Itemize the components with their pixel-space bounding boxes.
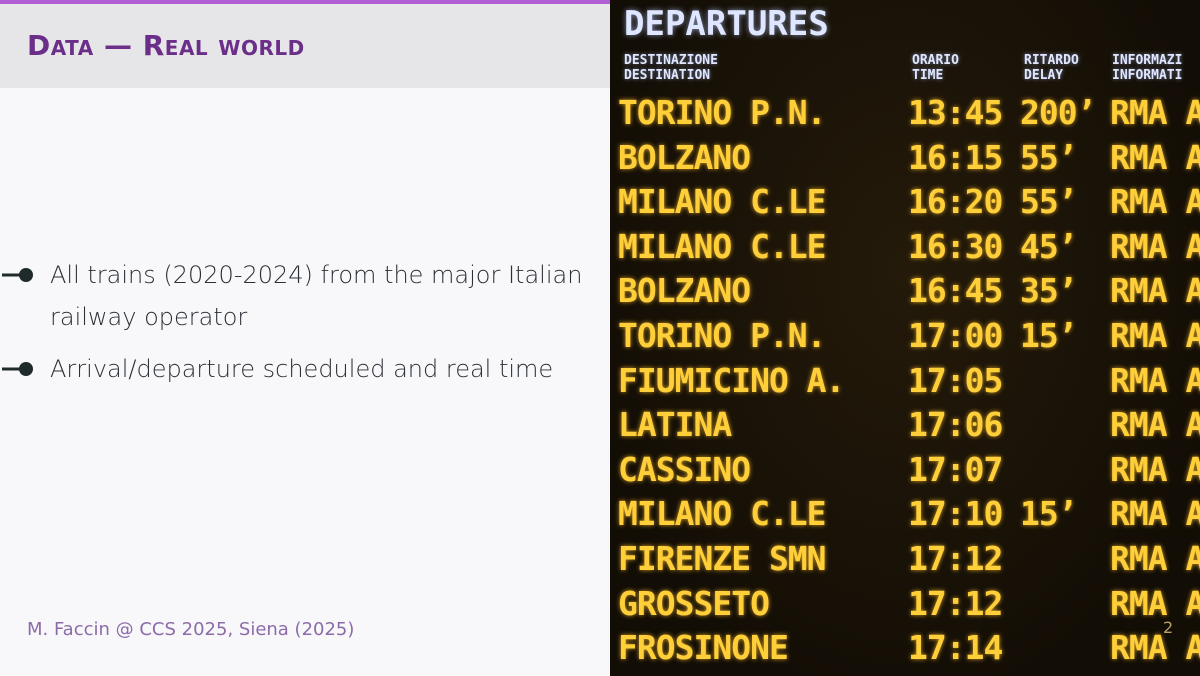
departure-row: TORINO P.N. 17:00 15’ RMA A — [610, 314, 1200, 358]
slide-header: Data — Real world — [0, 4, 610, 88]
bullet-text: Arrival/departure scheduled and real tim… — [50, 355, 554, 383]
top-accent-bar — [0, 0, 610, 4]
time-cell: 17:00 — [908, 316, 1003, 355]
destination-cell: MILANO C.LE — [618, 494, 827, 534]
destination-cell: GROSSETO — [618, 583, 770, 623]
info-cell: RMA A — [1110, 137, 1200, 177]
destination-cell: TORINO P.N. — [618, 316, 827, 355]
departure-row: LATINA 17:06 RMA A — [610, 403, 1200, 447]
info-cell: RMA A — [1110, 583, 1200, 623]
bullet-text: All trains (2020-2024) from the major It… — [50, 261, 583, 331]
info-cell: RMA A — [1110, 360, 1200, 400]
info-cell: RMA A — [1110, 316, 1200, 355]
header-delay: RITARDO DELAY — [1024, 53, 1079, 83]
delay-cell: 55’ — [1020, 137, 1078, 177]
delay-cell: 35’ — [1020, 271, 1078, 311]
page-number: 2 — [1163, 618, 1174, 637]
destination-cell: BOLZANO — [618, 137, 751, 177]
time-cell: 17:12 — [908, 539, 1003, 578]
delay-cell: 55’ — [1020, 182, 1078, 222]
info-cell: RMA A — [1110, 628, 1200, 668]
info-cell: RMA A — [1110, 93, 1200, 132]
time-cell: 16:45 — [908, 271, 1003, 311]
time-cell: 16:20 — [908, 182, 1003, 222]
bullet-list: All trains (2020-2024) from the major It… — [0, 254, 600, 400]
header-time: ORARIO TIME — [912, 53, 959, 83]
destination-cell: FIUMICINO A. — [618, 360, 845, 400]
destination-cell: FROSINONE — [618, 628, 789, 668]
destination-cell: TORINO P.N. — [618, 93, 827, 132]
time-cell: 17:12 — [908, 583, 1003, 623]
time-cell: 17:06 — [908, 405, 1003, 445]
departure-row: BOLZANO 16:15 55’ RMA A — [610, 136, 1200, 180]
board-title: DEPARTURES — [624, 4, 829, 44]
departure-row: MILANO C.LE 17:10 15’ RMA A — [610, 492, 1200, 536]
footer-citation: M. Faccin @ CCS 2025, Siena (2025) — [27, 619, 355, 640]
bullet-marker-icon — [2, 362, 33, 376]
info-cell: RMA A — [1110, 226, 1200, 266]
destination-cell: MILANO C.LE — [618, 182, 827, 222]
bullet-item: Arrival/departure scheduled and real tim… — [0, 348, 600, 390]
info-cell: RMA A — [1110, 182, 1200, 222]
header-info: INFORMAZI INFORMATI — [1112, 53, 1183, 83]
destination-cell: MILANO C.LE — [618, 226, 827, 266]
time-cell: 17:05 — [908, 360, 1003, 400]
delay-cell: 200’ — [1020, 93, 1096, 132]
departure-row: BOLZANO 16:45 35’ RMA A — [610, 269, 1200, 313]
departure-row: GROSSETO 17:12 RMA A — [610, 582, 1200, 626]
info-cell: RMA A — [1110, 405, 1200, 445]
departure-row: FROSINONE 17:14 RMA A — [610, 626, 1200, 670]
bullet-marker-icon — [2, 268, 33, 282]
departure-row: MILANO C.LE 16:20 55’ RMA A — [610, 180, 1200, 224]
destination-cell: FIRENZE SMN — [618, 539, 827, 578]
delay-cell: 15’ — [1020, 316, 1078, 355]
slide-title: Data — Real world — [27, 29, 305, 62]
departure-row: CASSINO 17:07 RMA A — [610, 448, 1200, 492]
info-cell: RMA A — [1110, 494, 1200, 534]
destination-cell: BOLZANO — [618, 271, 751, 311]
departure-row: MILANO C.LE 16:30 45’ RMA A — [610, 225, 1200, 269]
destination-cell: CASSINO — [618, 449, 751, 489]
time-cell: 17:14 — [908, 628, 1003, 668]
departures-board-image: DEPARTURES DESTINAZIONE DESTINATION ORAR… — [610, 0, 1200, 676]
time-cell: 16:30 — [908, 226, 1003, 266]
time-cell: 16:15 — [908, 137, 1003, 177]
time-cell: 13:45 — [908, 93, 1003, 132]
departure-row: FIUMICINO A. 17:05 RMA A — [610, 359, 1200, 403]
time-cell: 17:10 — [908, 494, 1003, 534]
info-cell: RMA A — [1110, 271, 1200, 311]
time-cell: 17:07 — [908, 449, 1003, 489]
delay-cell: 45’ — [1020, 226, 1078, 266]
delay-cell: 15’ — [1020, 494, 1078, 534]
header-destination: DESTINAZIONE DESTINATION — [624, 53, 718, 83]
bullet-item: All trains (2020-2024) from the major It… — [0, 254, 600, 338]
info-cell: RMA A — [1110, 449, 1200, 489]
departure-row: FIRENZE SMN 17:12 RMA A — [610, 537, 1200, 581]
departure-row: TORINO P.N. 13:45 200’ RMA A — [610, 91, 1200, 135]
destination-cell: LATINA — [618, 405, 732, 445]
info-cell: RMA A — [1110, 539, 1200, 578]
